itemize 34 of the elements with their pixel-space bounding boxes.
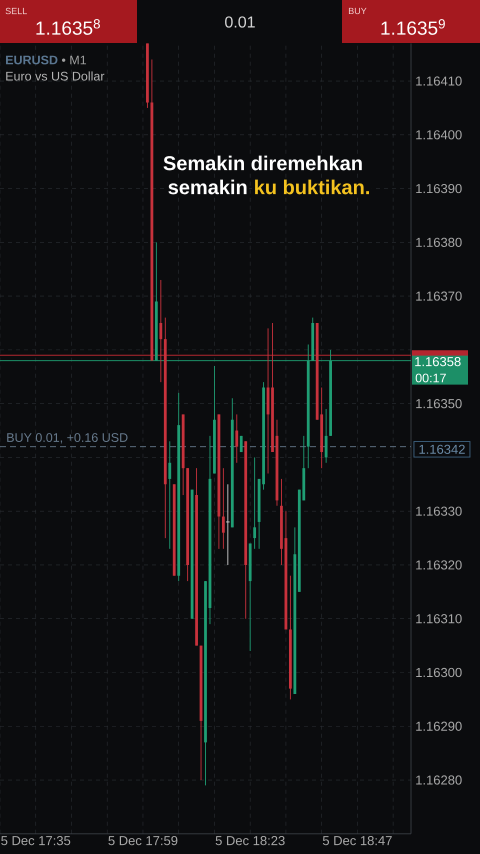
text: EURUSD • M1 — [6, 56, 86, 64]
text: 0.01 — [225, 16, 255, 28]
text: 1.1635$^{8}$ — [36, 19, 100, 35]
y-tick-label: 1.16310 — [416, 614, 462, 624]
y-tick-label: 1.16280 — [416, 775, 462, 785]
text: Euro vs US Dollar — [6, 71, 104, 81]
y-tick-label: 1.16290 — [416, 722, 462, 731]
ref-line-label: 1.16358 — [415, 357, 461, 366]
y-tick-label: 1.16380 — [416, 238, 462, 247]
text: SELL — [6, 8, 27, 14]
text: 00:17 — [416, 374, 446, 382]
annotation: Semakin diremehkan — [164, 156, 362, 170]
candlestick — [253, 456, 256, 550]
y-tick-label: 1.16330 — [416, 506, 462, 516]
x-tick-label: 5 Dec 17:59 — [108, 836, 178, 846]
candlestick — [324, 408, 328, 464]
annotation: semakin — [168, 180, 246, 194]
x-tick-label: 5 Dec 18:23 — [216, 836, 285, 846]
y-tick-label: 1.16400 — [416, 130, 462, 140]
y-tick-label: 1.16350 — [416, 399, 462, 408]
text: BUY — [348, 8, 367, 14]
y-tick-label: 1.16300 — [416, 668, 462, 678]
candlestick — [222, 468, 225, 550]
x-tick-label: 5 Dec 17:35 — [1, 836, 70, 846]
y-tick-label: 1.16320 — [416, 560, 462, 570]
annotation: ku buktikan. — [255, 180, 369, 194]
text: 1.1635$^{9}$ — [381, 19, 445, 35]
y-tick-label: 1.16370 — [416, 292, 462, 301]
x-tick-label: 5 Dec 18:47 — [322, 836, 392, 846]
y-tick-label: 1.16390 — [416, 184, 462, 194]
ref-line-label: BUY 0.01, +0.16 USD — [7, 433, 128, 444]
y-tick-label: 1.16410 — [416, 76, 462, 86]
candlestick — [226, 484, 230, 566]
text: 1.16342 — [419, 444, 465, 454]
